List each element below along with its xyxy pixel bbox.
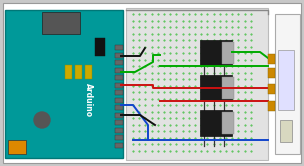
- Bar: [278, 50, 294, 110]
- Bar: [115, 45, 123, 50]
- Bar: [268, 84, 275, 94]
- Bar: [85, 65, 92, 79]
- Bar: [115, 68, 123, 73]
- Bar: [222, 42, 234, 64]
- Circle shape: [34, 112, 50, 128]
- Bar: [275, 14, 300, 154]
- Bar: [115, 52, 123, 57]
- Bar: [115, 113, 123, 118]
- Bar: [280, 120, 292, 142]
- Bar: [115, 60, 123, 65]
- Bar: [115, 120, 123, 125]
- Bar: [42, 12, 80, 34]
- Bar: [268, 101, 275, 111]
- Bar: [115, 97, 123, 102]
- Bar: [268, 68, 275, 78]
- Bar: [222, 112, 234, 134]
- Bar: [115, 105, 123, 110]
- Bar: [115, 142, 123, 148]
- Bar: [5, 10, 123, 158]
- Bar: [115, 83, 123, 87]
- Bar: [8, 140, 26, 154]
- Bar: [65, 65, 72, 79]
- Bar: [95, 38, 105, 56]
- Text: Arduino: Arduino: [84, 83, 92, 117]
- Bar: [200, 110, 232, 136]
- Bar: [75, 65, 82, 79]
- Bar: [222, 77, 234, 99]
- Bar: [115, 127, 123, 132]
- Bar: [115, 75, 123, 80]
- Bar: [126, 8, 268, 160]
- Bar: [200, 40, 232, 66]
- Bar: [268, 54, 275, 64]
- Bar: [115, 90, 123, 95]
- Bar: [200, 75, 232, 101]
- Bar: [115, 135, 123, 140]
